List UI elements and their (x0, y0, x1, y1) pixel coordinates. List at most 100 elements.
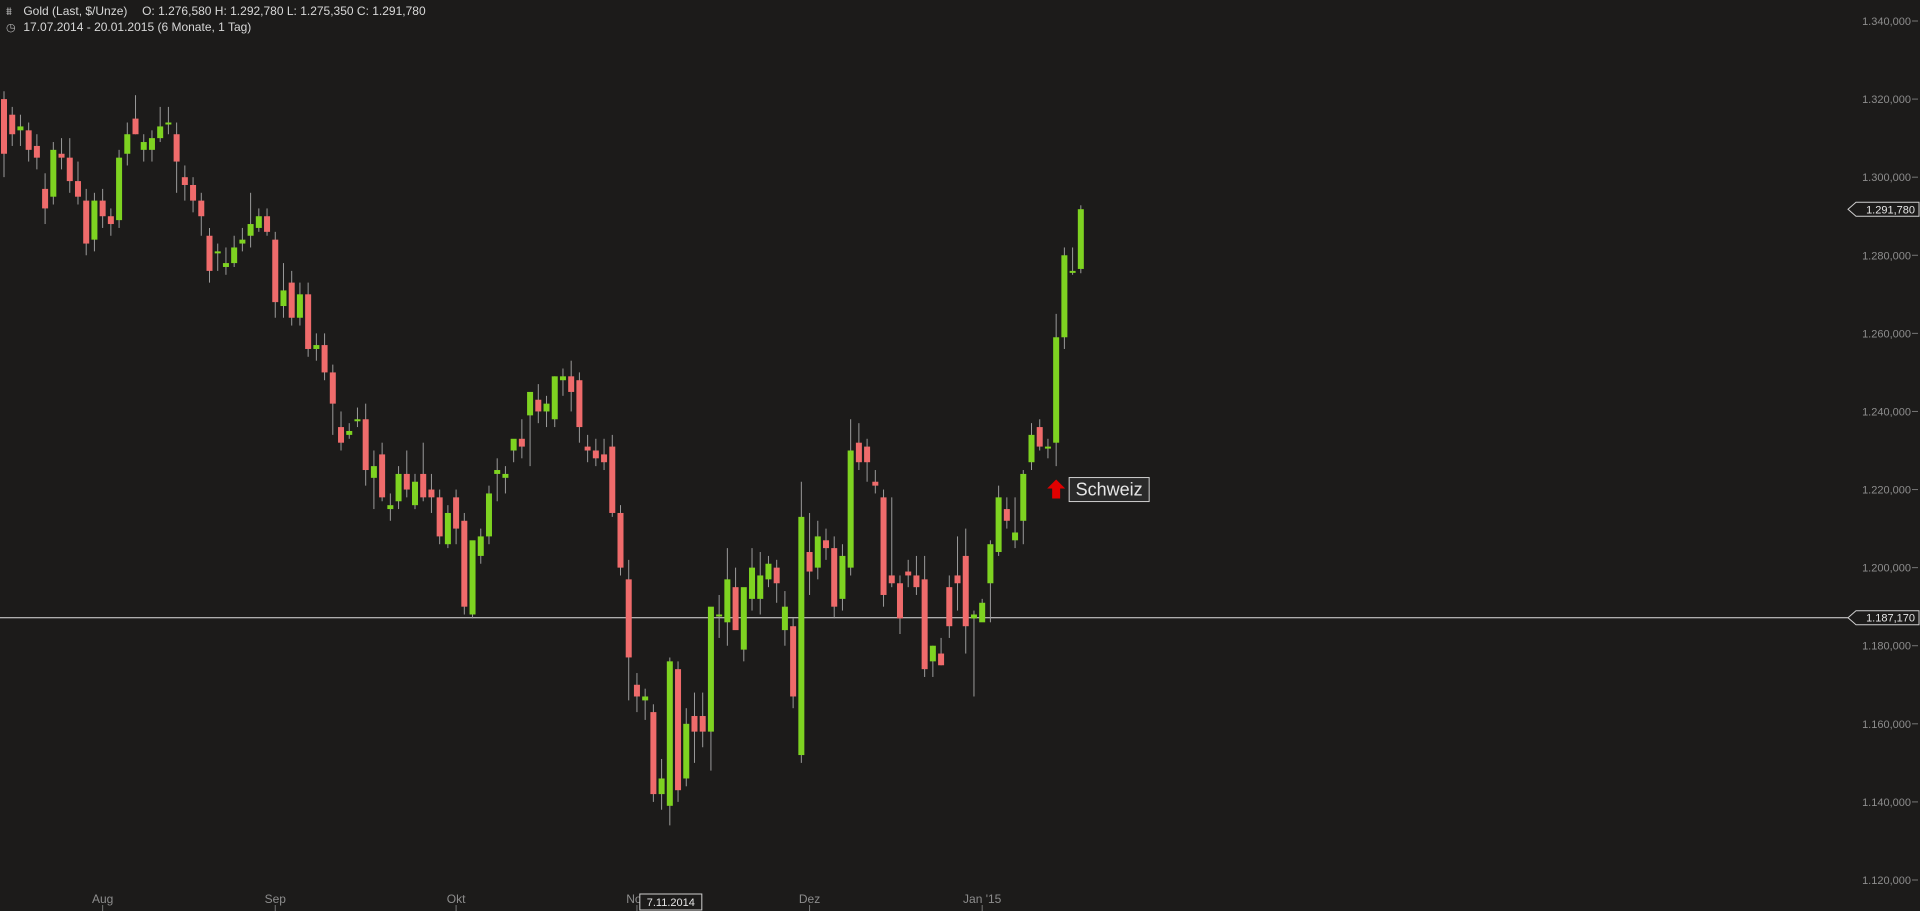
candle-up (477, 536, 484, 556)
reference-price-tag-box (1847, 610, 1920, 626)
candle-down (905, 571, 912, 576)
y-axis-tick-label: 1.140,000 (1862, 797, 1911, 809)
candle-up (214, 251, 221, 254)
candle-down (453, 497, 460, 529)
candle-down (855, 442, 862, 463)
candle-down (132, 118, 139, 135)
candle-down (173, 134, 180, 162)
candle-down (272, 239, 279, 303)
candle-down (625, 579, 632, 658)
candle-up (757, 575, 764, 599)
candle-up (1061, 255, 1068, 338)
candle-down (25, 130, 32, 150)
candle-down (1003, 509, 1010, 521)
candle-up (296, 294, 303, 318)
candle-down (872, 481, 879, 486)
candle-down (338, 427, 345, 443)
candle-down (568, 376, 575, 392)
date-range-label: 17.07.2014 - 20.01.2015 (6 Monate, 1 Tag… (23, 20, 252, 34)
candle-up (370, 466, 377, 478)
candle-down (321, 345, 328, 373)
last-price-tag-box (1847, 201, 1920, 217)
candle-down (436, 497, 443, 537)
candle-down (42, 188, 49, 209)
candle-down (823, 540, 829, 549)
candle-up (17, 126, 24, 131)
candle-down (675, 669, 682, 791)
candle-up (469, 540, 476, 615)
candle-up (527, 391, 534, 416)
candle-up (979, 602, 986, 623)
instrument-label: Gold (Last, $/Unze) (23, 4, 128, 18)
y-axis-tick-label: 1.340,000 (1862, 16, 1911, 28)
candle-up (929, 645, 936, 662)
candle-down (206, 235, 213, 271)
annotation-box (1068, 477, 1150, 503)
candle-up (987, 544, 994, 584)
candle-up (313, 345, 320, 349)
candle-up (543, 403, 550, 412)
candle-up (839, 555, 846, 599)
candle-up (510, 438, 517, 451)
candle-down (601, 454, 608, 463)
candle-up (847, 450, 854, 568)
x-axis-tick-label: Dez (799, 892, 820, 906)
candle-down (181, 177, 188, 185)
candle-up (1044, 446, 1051, 449)
candle-up (559, 376, 566, 381)
candle-down (420, 473, 427, 498)
candle-down (1036, 427, 1043, 447)
candle-up (765, 563, 772, 580)
candle-down (58, 153, 65, 158)
candle-up (395, 473, 402, 502)
y-axis-tick-label: 1.220,000 (1862, 485, 1911, 497)
candle-up (91, 200, 98, 240)
candle-down (1, 99, 7, 154)
candle-up (280, 290, 287, 307)
candle-up (749, 567, 756, 599)
y-axis-tick-label: 1.300,000 (1862, 172, 1911, 184)
chart-range-row: ◷ 17.07.2014 - 20.01.2015 (6 Monate, 1 T… (6, 20, 251, 34)
candle-up (494, 470, 501, 474)
candle-up (50, 149, 57, 197)
candle-down (198, 200, 205, 217)
candle-up (781, 606, 788, 631)
y-axis-tick-label: 1.200,000 (1862, 563, 1911, 575)
candle-down (946, 587, 953, 627)
y-axis-tick-label: 1.160,000 (1862, 719, 1911, 731)
candle-down (66, 157, 73, 182)
candle-down (831, 548, 838, 607)
candle-up (724, 579, 731, 623)
candle-down (913, 575, 920, 588)
candle-down (288, 282, 295, 318)
candle-up (412, 481, 418, 506)
candle-up (970, 614, 977, 619)
candle-up (551, 376, 558, 420)
candle-down (691, 716, 698, 732)
candle-up (1028, 434, 1035, 463)
x-axis-tick-label: Aug (92, 892, 113, 906)
last-price-tag-label: 1.291,780 (1866, 204, 1915, 216)
y-axis-tick-label: 1.240,000 (1862, 406, 1911, 418)
candle-down (74, 181, 81, 197)
candle-up (247, 224, 254, 236)
candle-up (642, 696, 649, 701)
candle-up (157, 126, 164, 139)
candle-up (716, 614, 723, 617)
y-axis-tick-label: 1.280,000 (1862, 250, 1911, 262)
candle-down (880, 497, 887, 595)
candle-down (535, 399, 542, 412)
annotation-label: Schweiz (1076, 480, 1143, 500)
candle-down (650, 712, 657, 795)
candle-up (485, 493, 492, 537)
candle-up (1012, 532, 1019, 541)
reference-price-tag-label: 1.187,170 (1866, 613, 1915, 625)
candle-up (707, 606, 714, 732)
candle-down (790, 626, 797, 697)
candle-up (346, 430, 353, 435)
candle-up (255, 216, 262, 228)
crosshair-date-box (639, 893, 703, 911)
candle-down (962, 555, 969, 627)
x-axis-tick-label: Sep (265, 892, 287, 906)
